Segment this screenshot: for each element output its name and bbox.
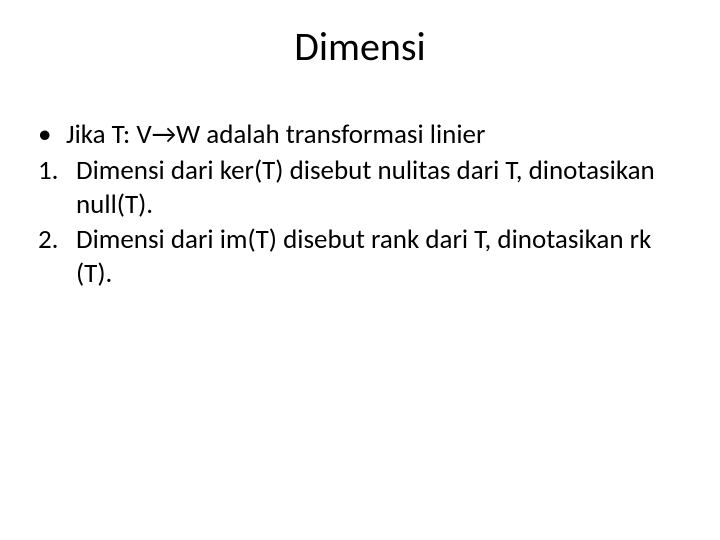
list-marker: 2. <box>38 223 76 257</box>
list-text: Dimensi dari im(T) disebut rank dari T, … <box>76 223 682 291</box>
slide-body: • Jika T: V→W adalah transformasi linier… <box>38 118 682 293</box>
bullet-marker: • <box>38 118 66 152</box>
list-item: 2. Dimensi dari im(T) disebut rank dari … <box>38 223 682 291</box>
list-text: Dimensi dari ker(T) disebut nulitas dari… <box>76 154 682 222</box>
slide-title: Dimensi <box>0 22 720 71</box>
list-marker: 1. <box>38 154 76 188</box>
slide: Dimensi • Jika T: V→W adalah transformas… <box>0 0 720 540</box>
bullet-text: Jika T: V→W adalah transformasi linier <box>66 118 682 152</box>
bullet-item: • Jika T: V→W adalah transformasi linier <box>38 118 682 152</box>
list-item: 1. Dimensi dari ker(T) disebut nulitas d… <box>38 154 682 222</box>
